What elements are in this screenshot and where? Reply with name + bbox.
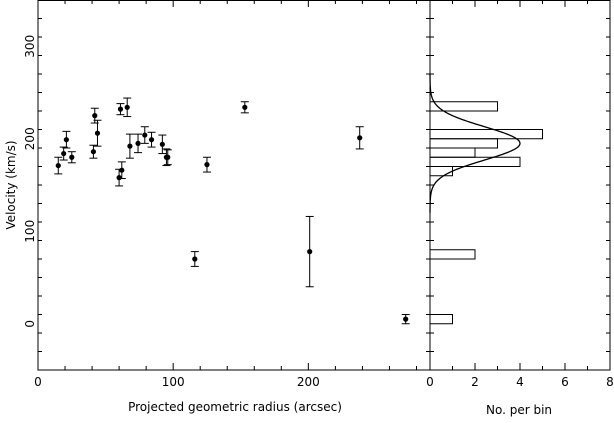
data-point — [55, 162, 61, 169]
data-point — [242, 104, 248, 110]
histogram-bin — [429, 138, 498, 149]
histogram-x-tick-label: 2 — [471, 375, 479, 389]
data-point — [117, 106, 124, 112]
histogram-bin — [429, 101, 498, 112]
data-point — [90, 149, 97, 155]
histogram-panel: 0 2 4 6 8 — [426, 0, 614, 389]
data-point — [94, 130, 101, 136]
scatter-y-axis-label: Velocity (km/s) — [4, 140, 18, 229]
histogram-bin — [429, 166, 453, 177]
data-point — [119, 167, 125, 173]
histogram-bin — [429, 147, 476, 158]
data-point — [135, 140, 141, 146]
data-point — [192, 256, 198, 262]
data-point — [127, 143, 133, 149]
histogram-x-tick-label: 4 — [516, 375, 524, 389]
histogram-bin — [429, 156, 521, 167]
histogram-x-tick-label: 0 — [426, 375, 434, 389]
scatter-x-tick-label: 0 — [34, 375, 42, 389]
scatter-y-tick-label: 100 — [23, 220, 37, 243]
histogram-x-tick-label: 8 — [606, 375, 614, 389]
data-point — [69, 154, 75, 160]
scatter-panel: 0 100 200 300 0 100 200 — [23, 0, 431, 389]
histogram-bin — [429, 314, 453, 325]
scatter-x-tick-label: 200 — [297, 375, 320, 389]
histogram-bin — [429, 249, 476, 260]
data-point — [204, 162, 210, 168]
scatter-x-tick-label: 100 — [162, 375, 185, 389]
scatter-y-tick-label: 200 — [23, 127, 37, 150]
data-point — [142, 132, 148, 138]
data-point — [116, 175, 122, 181]
scatter-x-axis-label: Projected geometric radius (arcsec) — [128, 400, 342, 414]
data-point — [63, 137, 69, 143]
data-point — [92, 113, 98, 119]
histogram-frame — [429, 0, 611, 371]
gaussian-fit-curve — [429, 74, 521, 213]
scatter-y-tick-label: 300 — [23, 35, 37, 58]
data-point — [61, 150, 67, 157]
histogram-x-axis-label: No. per bin — [486, 403, 552, 417]
data-point — [403, 316, 409, 322]
data-point — [159, 141, 165, 147]
data-point — [124, 104, 130, 110]
scatter-y-tick-label: 0 — [23, 320, 37, 328]
data-point — [165, 154, 171, 160]
histogram-bin — [429, 129, 543, 140]
data-point — [357, 135, 363, 141]
data-point — [148, 137, 155, 143]
scatter-frame — [37, 0, 431, 371]
data-point — [307, 249, 313, 255]
histogram-x-tick-label: 6 — [561, 375, 569, 389]
